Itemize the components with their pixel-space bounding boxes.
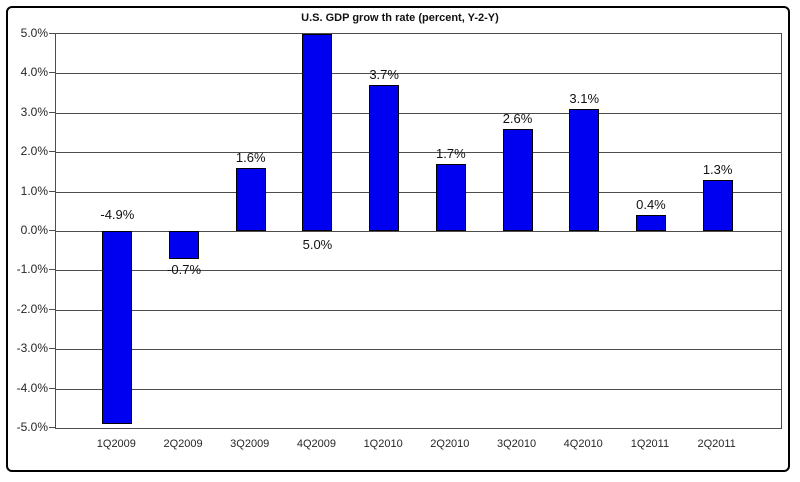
y-tick-label: -1.0% [16, 262, 48, 277]
x-tick-label-1q2009: 1Q2009 [96, 438, 136, 450]
x-tick-label-4q2009: 4Q2009 [296, 438, 337, 450]
y-tick-mark [49, 72, 55, 74]
data-label-2q2011: 1.3% [702, 161, 733, 177]
y-tick-label: -5.0% [16, 420, 48, 434]
y-tick-label: 1.0% [20, 183, 48, 198]
x-tick-label-4q2010: 4Q2010 [563, 438, 603, 450]
gridline [56, 270, 781, 272]
y-tick-mark [49, 151, 55, 153]
bar-1q2011 [635, 215, 666, 231]
y-tick-label: 2.0% [20, 144, 48, 159]
bar-2q2010 [435, 164, 466, 231]
gridline [56, 73, 781, 75]
data-label-1q2011: 0.4% [636, 197, 666, 213]
gridline [56, 191, 781, 193]
gridline [56, 309, 781, 311]
bar-3q2009 [235, 167, 266, 231]
bar-2q2011 [702, 179, 733, 231]
x-tick-label-1q2011: 1Q2011 [630, 438, 670, 450]
x-tick-label-2q2009: 2Q2009 [163, 438, 203, 450]
y-tick-mark [49, 111, 55, 113]
gridline [56, 152, 781, 154]
x-tick-label-2q2011: 2Q2011 [697, 438, 736, 450]
bar-4q2010 [569, 108, 600, 231]
gridline [56, 112, 781, 114]
data-label-2q2009: -0.7% [167, 261, 202, 277]
y-tick-label: -3.0% [16, 341, 48, 356]
y-tick-label: 5.0% [20, 26, 48, 40]
chart-title: U.S. GDP grow th rate (percent, Y-2-Y) [301, 12, 499, 24]
data-label-4q2009: 5.0% [302, 237, 333, 252]
x-tick-label-3q2010: 3Q2010 [496, 438, 537, 450]
y-tick-label: 3.0% [20, 104, 48, 119]
y-tick-mark [49, 387, 55, 389]
plot-area: -4.9% -0.7% 1.6% 5.0% 3.7% 1.7% 2.6% 3.1% 0.4% 1.… [55, 33, 782, 429]
y-tick-label: 4.0% [20, 65, 48, 80]
data-label-1q2010: 3.7% [369, 67, 399, 83]
y-tick-mark [49, 308, 55, 310]
data-label-2q2010: 1.7% [436, 146, 466, 162]
bar-4q2009 [302, 34, 333, 231]
data-label-3q2009: 1.6% [235, 149, 266, 165]
gridline [56, 349, 781, 351]
bar-1q2009 [102, 231, 133, 425]
bar-3q2010 [502, 128, 533, 231]
y-tick-mark [49, 269, 55, 271]
data-label-3q2010: 2.6% [502, 110, 533, 126]
x-tick-label-2q2010: 2Q2010 [430, 438, 470, 450]
y-tick-label: -4.0% [16, 380, 48, 395]
y-tick-mark [49, 190, 55, 192]
x-tick-label-3q2009: 3Q2009 [230, 438, 270, 450]
y-tick-mark [49, 33, 55, 34]
gridline [56, 388, 781, 390]
y-tick-mark [49, 230, 55, 231]
y-tick-mark [49, 348, 55, 350]
y-tick-label: 0.0% [20, 223, 48, 237]
data-label-4q2010: 3.1% [569, 90, 600, 106]
gridline [56, 231, 781, 232]
bar-1q2010 [369, 85, 400, 231]
y-tick-label: -2.0% [16, 301, 48, 316]
data-label-1q2009: -4.9% [100, 207, 135, 222]
bar-2q2009 [169, 231, 200, 259]
x-tick-label-1q2010: 1Q2010 [363, 438, 403, 450]
y-tick-mark [49, 427, 55, 428]
